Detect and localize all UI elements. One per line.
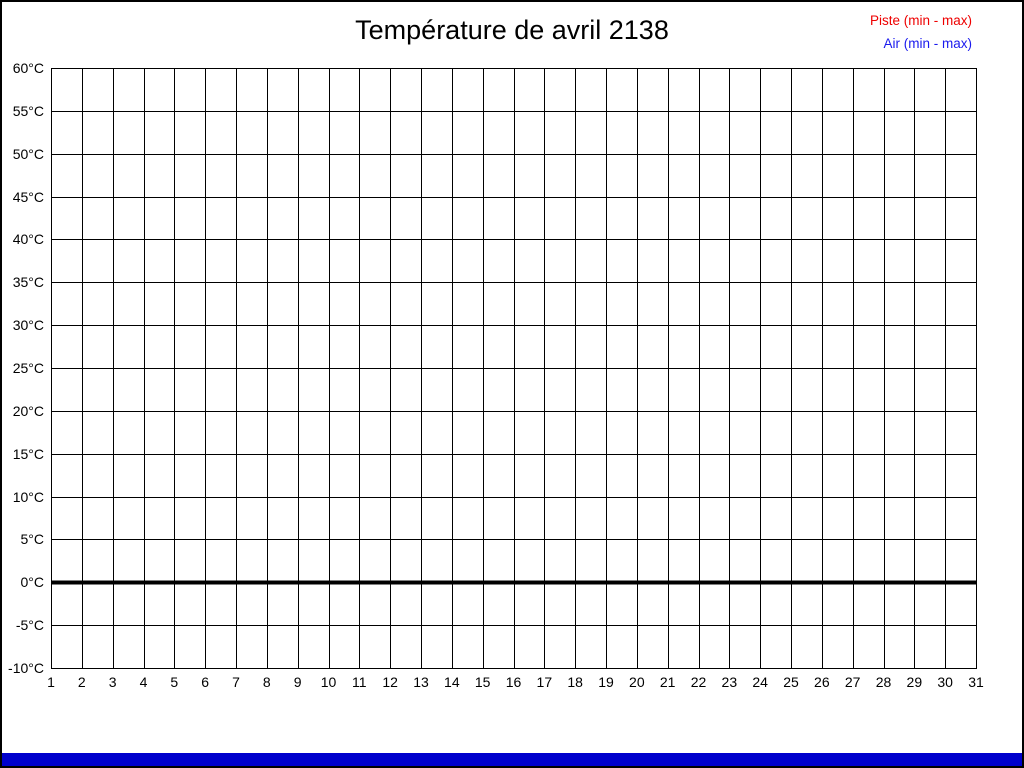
x-tick-label: 6 [201, 674, 210, 690]
x-tick-label: 21 [659, 674, 676, 690]
x-tick-label: 30 [937, 674, 953, 690]
y-tick-label: 20°C [12, 402, 44, 419]
x-tick-label: 20 [629, 674, 645, 690]
y-tick-label: 10°C [12, 488, 44, 505]
y-tick-label: 50°C [12, 145, 44, 162]
x-tick-label: 31 [968, 674, 984, 690]
x-tick-label: 3 [108, 674, 117, 690]
y-tick-label: 60°C [12, 60, 44, 76]
x-tick-label: 22 [690, 674, 707, 690]
x-tick-label: 1 [47, 674, 55, 690]
x-tick-label: 12 [382, 674, 398, 690]
x-tick-label: 2 [77, 674, 86, 690]
x-tick-label: 16 [505, 674, 522, 690]
y-tick-label: 30°C [12, 317, 44, 334]
x-tick-label: 14 [444, 674, 460, 690]
chart-title: Température de avril 2138 [355, 15, 669, 45]
x-tick-label: 26 [814, 674, 830, 690]
x-tick-label: 10 [320, 674, 337, 690]
legend-item-air: Air (min - max) [883, 36, 973, 51]
y-tick-label: 55°C [12, 102, 44, 119]
x-tick-label: 25 [783, 674, 799, 690]
x-tick-label: 15 [474, 674, 491, 690]
legend-item-piste: Piste (min - max) [869, 13, 972, 28]
x-tick-label: 29 [906, 674, 923, 690]
y-tick-label: -5°C [15, 617, 44, 634]
x-tick-label: 9 [293, 674, 302, 690]
x-tick-label: 8 [262, 674, 271, 690]
x-tick-label: 4 [139, 674, 148, 690]
y-tick-label: -10°C [8, 660, 44, 676]
x-tick-label: 23 [721, 674, 738, 690]
x-tick-label: 17 [536, 674, 553, 690]
y-tick-label: 15°C [12, 445, 44, 462]
x-tick-label: 27 [844, 674, 861, 690]
x-tick-label: 7 [232, 674, 240, 690]
x-tick-label: 18 [567, 674, 583, 690]
y-tick-label: 0°C [20, 574, 45, 591]
y-tick-label: 5°C [20, 531, 45, 548]
x-tick-label: 11 [352, 674, 367, 690]
x-tick-label: 24 [752, 674, 768, 690]
y-tick-label: 35°C [12, 274, 44, 291]
bottom-blue-bar [2, 753, 1022, 766]
legend: Piste (min - max) Air (min - max) [870, 9, 972, 55]
y-tick-label: 40°C [12, 231, 44, 248]
y-tick-label: 45°C [12, 188, 44, 205]
x-tick-label: 5 [170, 674, 179, 690]
x-tick-label: 19 [598, 674, 614, 690]
y-tick-label: 25°C [12, 360, 44, 376]
x-tick-label: 13 [413, 674, 429, 690]
x-tick-label: 28 [875, 674, 892, 690]
